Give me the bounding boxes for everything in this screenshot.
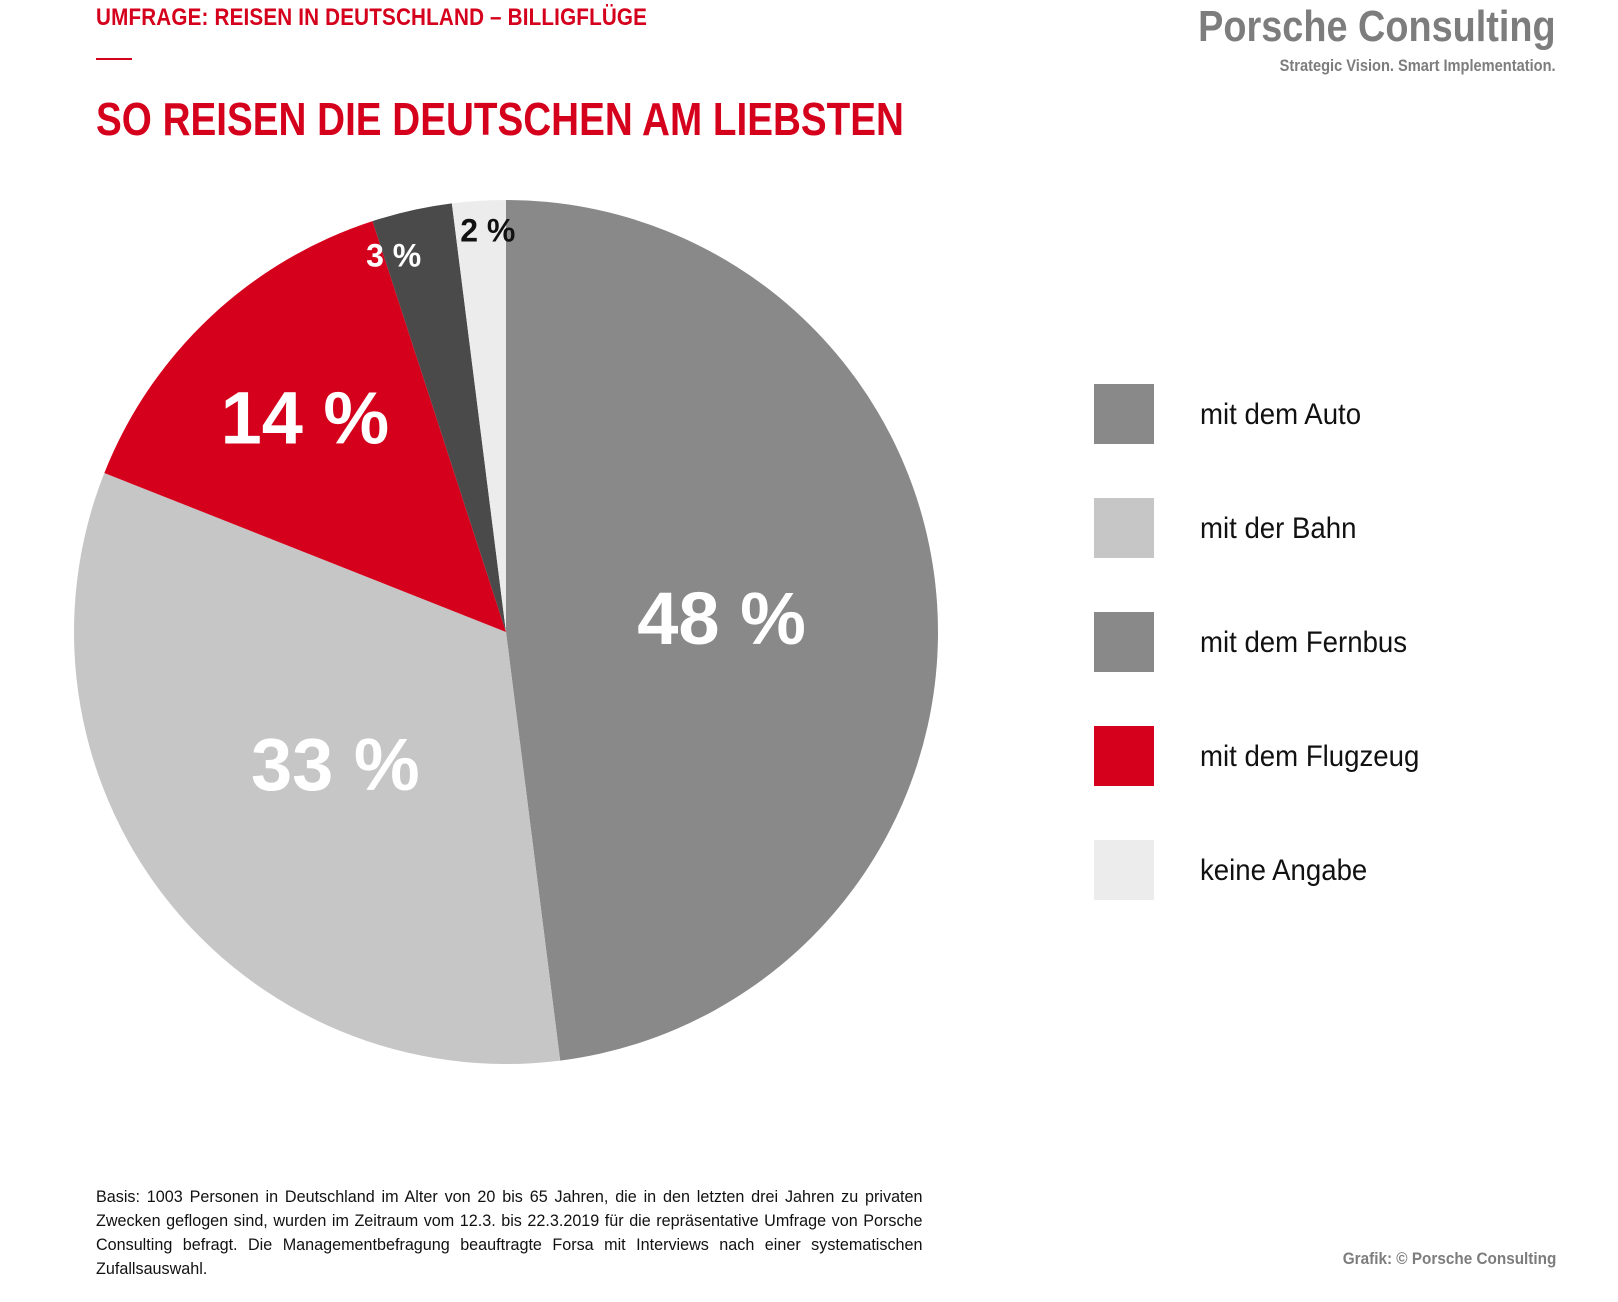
pie-slice-mit-dem-auto xyxy=(506,200,939,1061)
pie-slice-mit-der-bahn xyxy=(74,472,561,1064)
pie-slice-label: 14 % xyxy=(221,376,390,459)
kicker-divider xyxy=(96,58,132,60)
legend-label: mit dem Auto xyxy=(1200,398,1362,431)
chart-headline: SO REISEN DIE DEUTSCHEN AM LIEBSTEN xyxy=(96,93,904,145)
pie-slice-label: 48 % xyxy=(637,577,806,660)
legend-swatch xyxy=(1094,726,1154,786)
survey-footnote: Basis: 1003 Personen in Deutschland im A… xyxy=(96,1187,923,1278)
pie-slice-label: 2 % xyxy=(460,213,515,249)
pie-slice-label: 33 % xyxy=(251,723,420,806)
legend-label: mit der Bahn xyxy=(1200,512,1357,545)
legend-label: keine Angabe xyxy=(1200,854,1368,887)
legend-swatch xyxy=(1094,612,1154,672)
legend-swatch xyxy=(1094,840,1154,900)
legend-item: mit dem Fernbus xyxy=(1094,612,1514,672)
pie-slice-mit-dem-fernbus xyxy=(372,203,506,633)
brand-tagline: Strategic Vision. Smart Implementation. xyxy=(1280,56,1556,75)
legend-item: mit dem Flugzeug xyxy=(1094,726,1514,786)
brand-name: Porsche Consulting xyxy=(1198,2,1556,51)
pie-slice-keine-angabe xyxy=(451,200,506,632)
legend-swatch xyxy=(1094,498,1154,558)
brand-logo: Porsche Consulting Strategic Vision. Sma… xyxy=(1140,2,1556,76)
legend-item: mit dem Auto xyxy=(1094,384,1514,444)
legend-item: keine Angabe xyxy=(1094,840,1514,900)
legend-item: mit der Bahn xyxy=(1094,498,1514,558)
legend-label: mit dem Flugzeug xyxy=(1200,740,1420,773)
pie-slice-label: 3 % xyxy=(366,237,421,273)
pie-slice-mit-dem-flugzeug xyxy=(104,221,507,632)
graphic-credit: Grafik: © Porsche Consulting xyxy=(1342,1249,1556,1268)
pie-chart: 48 % 33 % 14 % 3 % 2 % xyxy=(74,200,939,1064)
legend-label: mit dem Fernbus xyxy=(1200,626,1408,659)
survey-kicker: UMFRAGE: REISEN IN DEUTSCHLAND – BILLIGF… xyxy=(96,4,648,31)
legend-swatch xyxy=(1094,384,1154,444)
